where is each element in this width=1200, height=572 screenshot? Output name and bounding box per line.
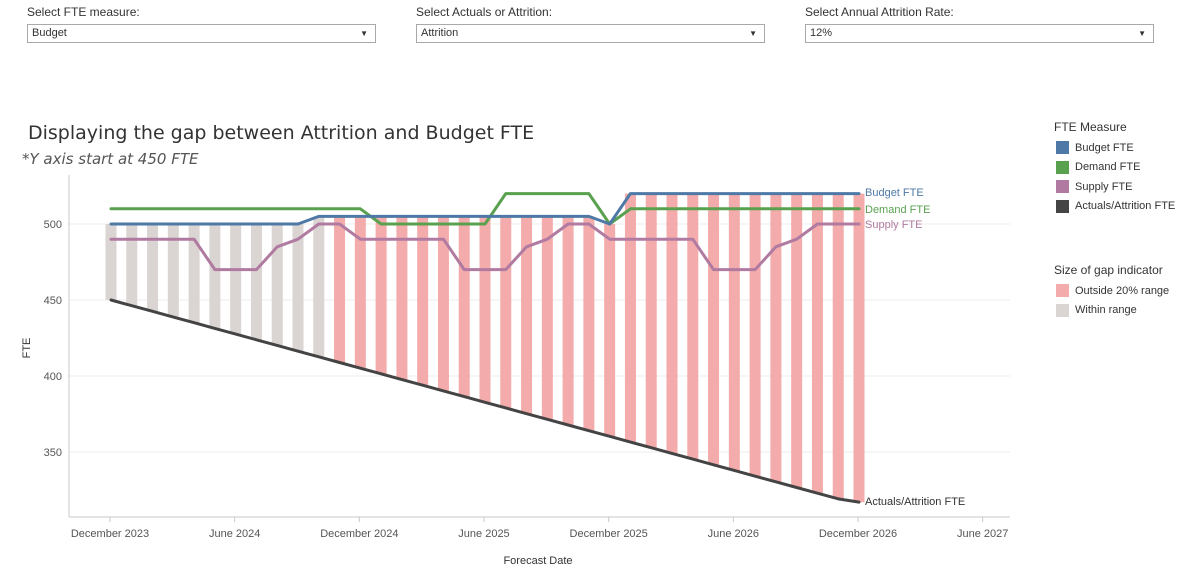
y-tick-label: 450 xyxy=(44,295,62,307)
attrition-rate-value: 12% xyxy=(810,27,833,39)
gap-bar xyxy=(708,193,720,465)
gap-bar xyxy=(105,224,117,300)
dropdown-arrow-icon[interactable]: ▼ xyxy=(1138,29,1146,38)
gap-bar xyxy=(230,224,242,335)
legend-label-actuals: Actuals/Attrition FTE xyxy=(1075,200,1176,213)
gap-bar xyxy=(832,193,844,499)
dropdown-arrow-icon[interactable]: ▼ xyxy=(749,29,757,38)
legend-item-demand[interactable]: Demand FTE xyxy=(1054,158,1175,178)
attrition-rate-dropdown[interactable]: 12% ▼ xyxy=(805,24,1154,43)
legend-item-budget[interactable]: Budget FTE xyxy=(1054,138,1175,158)
x-tick-label: June 2027 xyxy=(957,528,1008,540)
gap-bar xyxy=(728,193,740,471)
gap-bar xyxy=(791,193,803,488)
legend-swatch-outside xyxy=(1056,284,1069,298)
gap-bar xyxy=(687,193,699,460)
series-line xyxy=(109,192,861,226)
gap-bar xyxy=(624,193,636,443)
legend-fte-measure-title: FTE Measure xyxy=(1054,120,1127,134)
gap-bar xyxy=(500,216,512,408)
filter-fte-measure: Select FTE measure: Budget ▼ xyxy=(27,6,376,43)
gap-bar xyxy=(521,216,533,414)
gap-bar xyxy=(334,216,346,363)
gap-bar xyxy=(292,224,304,352)
legend-item-within[interactable]: Within range xyxy=(1054,301,1169,321)
gap-bar xyxy=(666,193,678,454)
legend-gap-title: Size of gap indicator xyxy=(1054,263,1163,277)
legend-swatch-demand xyxy=(1056,160,1069,174)
y-tick-label: 350 xyxy=(44,447,62,459)
x-tick-label: June 2025 xyxy=(458,528,509,540)
legend-fte-measure: FTE Measure Budget FTE Demand FTE Supply… xyxy=(1054,120,1175,216)
y-axis-title: FTE xyxy=(21,338,33,359)
gap-bar xyxy=(250,224,262,340)
series-end-label: Demand FTE xyxy=(865,204,930,216)
gap-bar xyxy=(458,216,470,397)
series-end-label: Supply FTE xyxy=(865,219,922,231)
filter-attrition-rate: Select Annual Attrition Rate: 12% ▼ xyxy=(805,6,1154,43)
chart-title: Displaying the gap between Attrition and… xyxy=(28,122,535,144)
series-line xyxy=(109,298,861,504)
gap-bar xyxy=(375,216,387,374)
gap-bar xyxy=(645,193,657,448)
actuals-attrition-value: Attrition xyxy=(421,27,459,39)
legend-item-outside[interactable]: Outside 20% range xyxy=(1054,281,1169,301)
legend-item-actuals[interactable]: Actuals/Attrition FTE xyxy=(1054,197,1175,217)
gap-bar xyxy=(853,193,865,503)
x-tick-label: December 2026 xyxy=(819,528,897,540)
gap-bar xyxy=(749,193,761,477)
gap-bar xyxy=(313,216,325,357)
gap-bar xyxy=(437,216,449,391)
gap-bar xyxy=(126,224,138,306)
gap-bar xyxy=(417,216,429,386)
x-tick-label: June 2024 xyxy=(209,528,260,540)
gap-bar xyxy=(604,224,616,437)
x-axis-title: Forecast Date xyxy=(503,555,572,567)
gap-bar xyxy=(188,224,200,323)
y-tick-label: 400 xyxy=(44,371,62,383)
series-line xyxy=(109,192,861,226)
filter-actuals-attrition: Select Actuals or Attrition: Attrition ▼ xyxy=(416,6,765,43)
dropdown-arrow-icon[interactable]: ▼ xyxy=(360,29,368,38)
x-tick-label: December 2025 xyxy=(570,528,648,540)
legend-swatch-actuals xyxy=(1056,199,1069,213)
gap-bar xyxy=(396,216,408,380)
gap-bar xyxy=(770,193,782,482)
gap-bar xyxy=(583,216,595,431)
fte-measure-value: Budget xyxy=(32,27,67,39)
legend-label-demand: Demand FTE xyxy=(1075,161,1141,174)
legend-label-outside: Outside 20% range xyxy=(1075,284,1170,297)
filter-fte-measure-label: Select FTE measure: xyxy=(27,5,140,19)
filter-actuals-attrition-label: Select Actuals or Attrition: xyxy=(416,5,553,19)
legend-swatch-supply xyxy=(1056,180,1069,194)
legend-swatch-within xyxy=(1056,303,1069,317)
legend-label-supply: Supply FTE xyxy=(1075,180,1133,193)
gap-bar xyxy=(209,224,221,329)
gap-bar xyxy=(147,224,159,312)
legend-label-within: Within range xyxy=(1075,304,1137,317)
gap-bar xyxy=(354,216,366,369)
actuals-attrition-dropdown[interactable]: Attrition ▼ xyxy=(416,24,765,43)
gap-bar xyxy=(167,224,179,318)
filter-attrition-rate-label: Select Annual Attrition Rate: xyxy=(805,5,954,19)
fte-measure-dropdown[interactable]: Budget ▼ xyxy=(27,24,376,43)
gap-bar xyxy=(562,216,574,425)
series-end-label: Budget FTE xyxy=(865,187,924,199)
gap-bar xyxy=(541,216,553,420)
x-tick-label: December 2023 xyxy=(71,528,149,540)
chart-subtitle: *Y axis start at 450 FTE xyxy=(22,150,199,168)
legend-item-supply[interactable]: Supply FTE xyxy=(1054,177,1175,197)
x-tick-label: December 2024 xyxy=(320,528,398,540)
series-line xyxy=(109,222,861,272)
gap-bar xyxy=(479,216,491,403)
fte-gap-chart: 350 400 450 500 December 2023 June 2024 Decemb… xyxy=(21,175,1010,567)
gap-bar xyxy=(811,193,823,494)
legend-gap-indicator: Size of gap indicator Outside 20% range … xyxy=(1054,263,1169,320)
x-tick-label: June 2026 xyxy=(708,528,759,540)
legend-swatch-budget xyxy=(1056,141,1069,155)
y-tick-label: 500 xyxy=(44,219,62,231)
legend-label-budget: Budget FTE xyxy=(1075,141,1134,154)
series-end-label: Actuals/Attrition FTE xyxy=(865,496,965,508)
gap-bar xyxy=(271,224,283,346)
